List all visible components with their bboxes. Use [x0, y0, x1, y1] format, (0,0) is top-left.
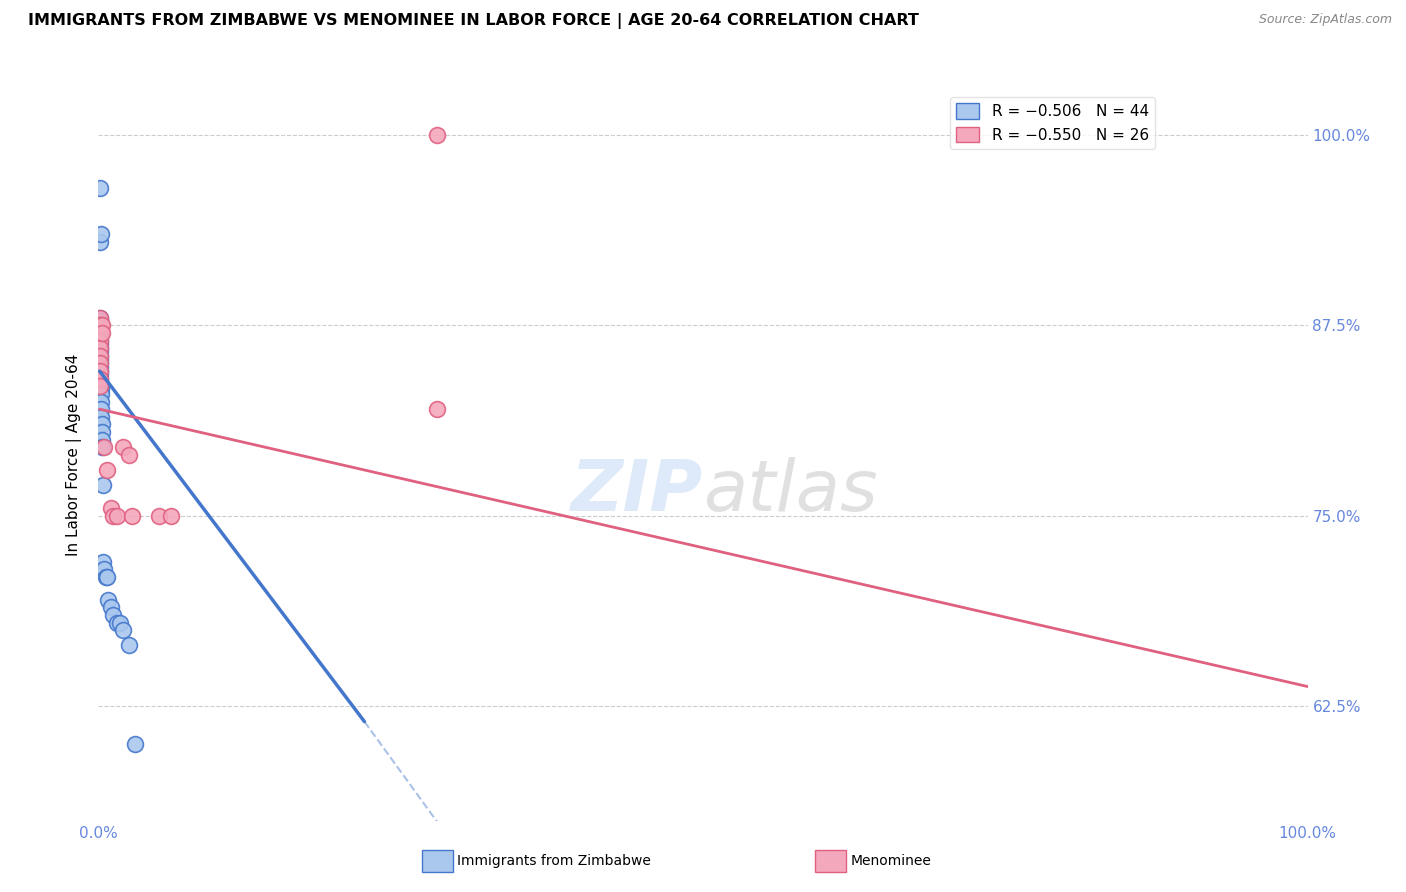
- Point: [100, 600, 122, 615]
- Point: [89, 367, 111, 381]
- Point: [94, 570, 117, 584]
- Point: [91, 318, 114, 333]
- Point: [90, 387, 112, 401]
- Point: [89, 321, 111, 335]
- Point: [89, 310, 111, 325]
- Text: Source: ZipAtlas.com: Source: ZipAtlas.com: [1258, 13, 1392, 27]
- Point: [108, 615, 131, 630]
- Point: [121, 508, 143, 523]
- Point: [89, 326, 111, 340]
- Point: [105, 508, 128, 523]
- Point: [89, 329, 111, 343]
- Point: [93, 562, 115, 576]
- Point: [101, 607, 124, 622]
- Text: ZIP: ZIP: [571, 457, 703, 526]
- Point: [89, 372, 111, 386]
- Point: [90, 402, 112, 417]
- Point: [89, 334, 111, 348]
- Point: [97, 592, 120, 607]
- Point: [91, 433, 114, 447]
- Point: [89, 326, 111, 340]
- Point: [89, 357, 111, 371]
- Text: Immigrants from Zimbabwe: Immigrants from Zimbabwe: [457, 855, 651, 868]
- Point: [89, 235, 111, 249]
- Point: [89, 364, 111, 378]
- Point: [89, 336, 111, 351]
- Point: [89, 341, 111, 355]
- Point: [89, 357, 111, 371]
- Point: [89, 318, 111, 333]
- Text: atlas: atlas: [703, 457, 877, 526]
- Point: [91, 555, 114, 569]
- Point: [111, 623, 134, 637]
- Point: [89, 181, 111, 195]
- Point: [89, 375, 111, 389]
- Point: [89, 349, 111, 363]
- Point: [96, 570, 118, 584]
- Point: [89, 314, 111, 328]
- Point: [89, 379, 111, 393]
- Point: [96, 463, 118, 477]
- Point: [90, 379, 112, 393]
- Y-axis label: In Labor Force | Age 20-64: In Labor Force | Age 20-64: [66, 354, 83, 556]
- Point: [90, 394, 112, 409]
- Point: [91, 478, 114, 492]
- Point: [89, 364, 111, 378]
- Text: Menominee: Menominee: [851, 855, 932, 868]
- Point: [90, 409, 112, 424]
- Point: [89, 344, 111, 359]
- Point: [124, 738, 146, 752]
- Point: [426, 128, 449, 142]
- Point: [89, 310, 111, 325]
- Point: [101, 508, 124, 523]
- Point: [89, 351, 111, 366]
- Point: [91, 326, 114, 340]
- Legend: R = −0.506   N = 44, R = −0.550   N = 26: R = −0.506 N = 44, R = −0.550 N = 26: [950, 97, 1154, 149]
- Point: [118, 639, 141, 653]
- Point: [89, 318, 111, 333]
- Text: IMMIGRANTS FROM ZIMBABWE VS MENOMINEE IN LABOR FORCE | AGE 20-64 CORRELATION CHA: IMMIGRANTS FROM ZIMBABWE VS MENOMINEE IN…: [28, 13, 920, 29]
- Point: [111, 440, 134, 454]
- Point: [148, 508, 170, 523]
- Point: [89, 341, 111, 355]
- Point: [426, 402, 449, 417]
- Point: [93, 440, 115, 454]
- Point: [105, 615, 128, 630]
- Point: [89, 349, 111, 363]
- Point: [90, 383, 112, 397]
- Point: [89, 372, 111, 386]
- Point: [91, 440, 114, 454]
- Point: [91, 425, 114, 439]
- Point: [118, 448, 141, 462]
- Point: [91, 417, 114, 432]
- Point: [90, 318, 112, 333]
- Point: [89, 359, 111, 374]
- Point: [89, 321, 111, 335]
- Point: [89, 334, 111, 348]
- Point: [90, 227, 112, 241]
- Point: [100, 501, 122, 516]
- Point: [160, 508, 183, 523]
